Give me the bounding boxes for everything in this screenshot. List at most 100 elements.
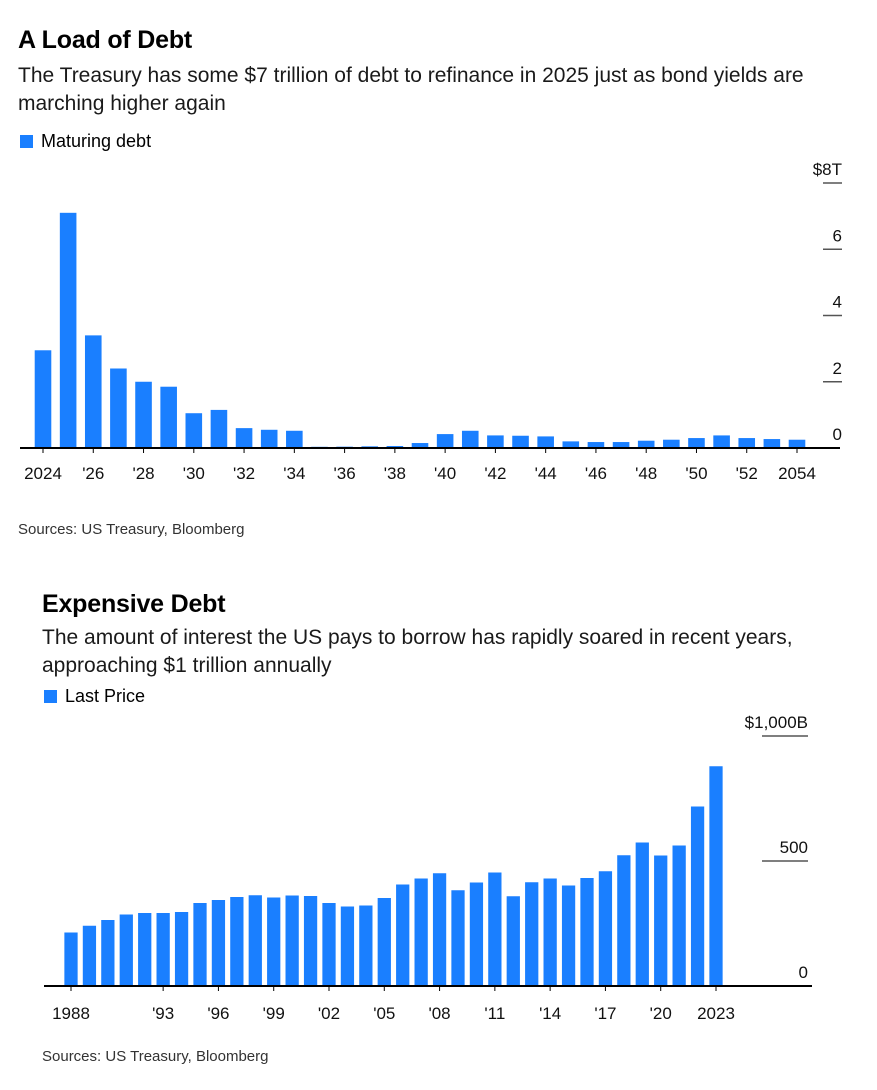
chart1-legend-label: Maturing debt (41, 131, 152, 151)
chart2-bar (414, 878, 428, 986)
chart1-bar (562, 441, 580, 448)
chart1-bar (587, 442, 605, 448)
chart1-bar (612, 442, 630, 448)
chart2-y-tick-label: $1,000B (745, 713, 808, 732)
chart1-bar (160, 386, 177, 448)
chart1-bar (59, 212, 77, 448)
chart2-bar (561, 885, 576, 986)
chart2-bar (119, 914, 133, 986)
chart2-bar (396, 884, 410, 986)
chart2-bar (322, 903, 336, 986)
chart2-x-tick-label: 2023 (697, 1004, 735, 1023)
chart2-bar (101, 920, 115, 986)
chart2-x-tick-label: '14 (539, 1004, 561, 1023)
chart1-bar (286, 430, 303, 448)
chart2-x-tick-label: '05 (373, 1004, 395, 1023)
chart1-x-tick-label: '38 (384, 464, 406, 483)
chart1-bar (185, 413, 203, 448)
chart1-x-tick-label: '32 (233, 464, 255, 483)
chart1-x-tick-label: '34 (283, 464, 305, 483)
chart1-bar (788, 439, 806, 448)
chart1-y-tick-label: $8T (813, 160, 842, 179)
chart2-x-tick-label: '17 (594, 1004, 616, 1023)
chart2-bar (267, 897, 281, 986)
chart2-bar (432, 873, 447, 986)
chart2-x-tick-label: '99 (263, 1004, 285, 1023)
chart2-x-tick-label: '11 (484, 1004, 505, 1023)
chart1-bar (235, 428, 253, 448)
chart2-bar (598, 871, 613, 986)
chart2-bar (580, 878, 594, 986)
chart1-source: Sources: US Treasury, Bloomberg (18, 521, 245, 538)
chart2-bar (82, 925, 97, 986)
chart2-bar (617, 855, 631, 986)
chart2-bar (451, 890, 465, 986)
chart1-bar (84, 335, 102, 448)
chart2-subtitle: The amount of interest the US pays to bo… (42, 626, 793, 677)
chart1-bar (110, 368, 127, 448)
chart2-x-tick-label: 1988 (52, 1004, 90, 1023)
chart1-x-tick-label: '52 (736, 464, 758, 483)
chart2-x-tick-label: '96 (207, 1004, 229, 1023)
chart1-bar (487, 435, 504, 448)
chart2-title: Expensive Debt (42, 590, 226, 618)
chart2-bar (211, 900, 226, 986)
chart1-bar (763, 439, 781, 448)
chart1-x-tick-label: '36 (334, 464, 356, 483)
chart1-y-tick-label: 0 (833, 425, 842, 444)
chart2-bar (303, 896, 318, 986)
chart1-x-tick-label: '46 (585, 464, 607, 483)
chart1-x-tick-label: '40 (434, 464, 456, 483)
chart1-x-tick-label: 2024 (24, 464, 62, 483)
chart2-legend-swatch (44, 690, 57, 703)
chart2-bar (174, 912, 189, 986)
chart2-legend: Last Price (44, 686, 145, 707)
chart1-bar (537, 436, 554, 448)
chart2-bar (248, 895, 262, 986)
chart1-x-tick-label: '42 (484, 464, 506, 483)
chart2-x-tick-label: '02 (318, 1004, 340, 1023)
chart1-subtitle: The Treasury has some $7 trillion of deb… (18, 64, 804, 115)
chart1-title: A Load of Debt (18, 26, 193, 54)
chart1-bar (135, 381, 152, 448)
chart2-bar (64, 932, 78, 986)
chart2-bar (138, 913, 152, 986)
chart2-bar (193, 903, 207, 986)
chart1-bar (512, 435, 529, 448)
chart1-x-tick-label: '30 (183, 464, 205, 483)
chart2-bar (543, 878, 557, 986)
chart1-bar (688, 438, 705, 448)
chart1-bar (637, 440, 655, 448)
chart1-bar (738, 438, 756, 448)
chart1-x-tick-label: '44 (535, 464, 557, 483)
chart2-x-tick-label: '08 (428, 1004, 450, 1023)
chart1-x-tick-label: '26 (82, 464, 104, 483)
chart1-bar (713, 435, 730, 448)
chart1-x-tick-label: 2054 (778, 464, 816, 483)
chart2-bar (709, 766, 723, 986)
chart1-y-tick-label: 4 (833, 293, 842, 312)
chart1-legend: Maturing debt (20, 131, 151, 152)
chart2-bar (230, 897, 244, 986)
chart2-bar (340, 906, 355, 986)
chart1-x-tick-label: '48 (635, 464, 657, 483)
chart2-source: Sources: US Treasury, Bloomberg (42, 1048, 269, 1065)
chart2-y-tick-label: 500 (780, 838, 808, 857)
chart2-plot: 1988 '93 '96 '99 '02 '05 '08 '11 '14 '17 '20 2023 $1… (44, 713, 812, 1023)
chart2-y-tick-label: 0 (799, 963, 808, 982)
chart2-bar (506, 896, 520, 986)
chart1-bar (411, 443, 429, 448)
chart2-bar (654, 855, 668, 986)
chart2-x-tick-label: '93 (152, 1004, 174, 1023)
chart1-bar (34, 350, 52, 448)
chart1-x-tick-label: '50 (685, 464, 707, 483)
chart1-bar (260, 429, 278, 448)
chart1-x-tick-label: '28 (132, 464, 154, 483)
chart1-bar (461, 430, 479, 448)
chart2-bar (285, 895, 299, 986)
chart2-bar (672, 845, 686, 986)
chart1-y-tick-label: 2 (833, 359, 842, 378)
chart2-bar (525, 882, 539, 986)
chart2-bar (377, 898, 391, 986)
chart1-bar (210, 409, 228, 448)
